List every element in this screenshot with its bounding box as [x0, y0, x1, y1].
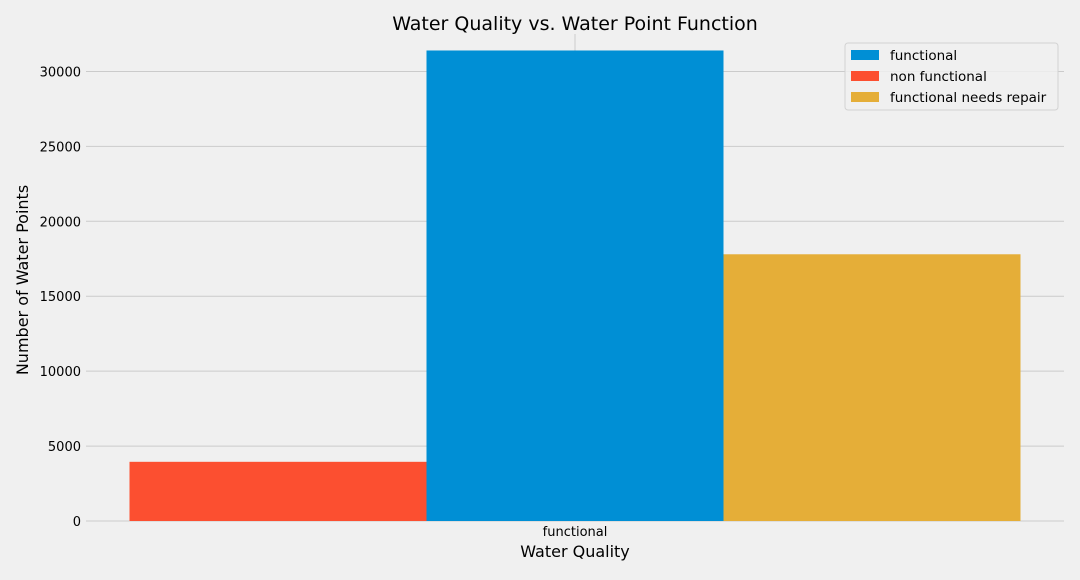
bar-functional-needs-repair	[723, 254, 1021, 521]
legend: functional non functional functional needs…	[844, 42, 1059, 111]
y-tick-label: 25000	[40, 140, 81, 155]
legend-swatch	[851, 50, 879, 60]
legend-items: functional non functional functional needs…	[851, 48, 1047, 106]
legend-label: functional needs repair	[890, 90, 1047, 106]
y-tick-label: 5000	[48, 440, 81, 455]
bars	[129, 50, 1021, 521]
x-tick-label: functional	[543, 525, 608, 540]
bar-non-functional	[129, 461, 427, 521]
y-tick-label: 30000	[40, 65, 81, 80]
chart-title: Water Quality vs. Water Point Function	[392, 13, 758, 35]
bar-functional	[426, 50, 724, 521]
legend-frame	[844, 42, 1059, 111]
legend-label: functional	[890, 48, 957, 64]
legend-swatch	[851, 92, 879, 102]
legend-swatch	[851, 71, 879, 81]
y-tick-label: 20000	[40, 215, 81, 230]
x-axis-label: Water Quality	[520, 542, 630, 561]
y-tick-label: 10000	[40, 365, 81, 380]
legend-label: non functional	[890, 69, 987, 85]
y-tick-label: 0	[73, 515, 81, 530]
y-tick-label: 15000	[40, 290, 81, 305]
tick-labels: 0 5000 10000 15000 20000 25000 30000 functional	[40, 65, 608, 540]
y-axis-label: Number of Water Points	[13, 185, 32, 375]
